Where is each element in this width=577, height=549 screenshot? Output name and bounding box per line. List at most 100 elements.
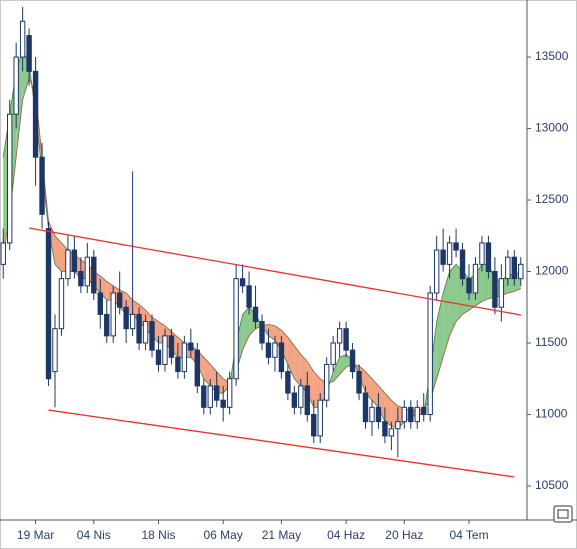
- y-tick-label: 11500: [535, 335, 568, 349]
- band-fill: [313, 371, 321, 408]
- candle-body: [45, 228, 52, 380]
- band-fill: [481, 264, 489, 302]
- candle-body: [32, 70, 39, 158]
- candle-body: [123, 306, 129, 330]
- candle-body: [252, 306, 259, 323]
- candle-body: [278, 342, 285, 373]
- candle-body: [201, 385, 207, 408]
- candle-body: [459, 249, 466, 280]
- candle-body: [498, 278, 505, 308]
- candle-body: [375, 406, 382, 423]
- candle-body: [291, 392, 298, 408]
- candle-body: [382, 421, 388, 437]
- candle-body: [58, 278, 65, 330]
- trend-line: [48, 409, 515, 478]
- band-fill: [449, 264, 457, 336]
- candle-body: [330, 342, 336, 365]
- candle-body: [323, 363, 330, 401]
- candle-body: [472, 263, 479, 294]
- band-fill: [54, 235, 62, 272]
- candle-body: [466, 278, 472, 294]
- candle-body: [168, 335, 175, 358]
- candle-body: [285, 371, 291, 394]
- candle-body: [356, 371, 362, 394]
- band-fill: [294, 345, 301, 386]
- trend-line: [28, 227, 521, 316]
- candle-body: [142, 321, 149, 344]
- candle-body: [298, 385, 304, 408]
- candle-body: [19, 20, 26, 58]
- band-fill: [371, 378, 379, 408]
- candle-body: [220, 399, 226, 408]
- candle-body: [110, 292, 116, 337]
- band-fill: [242, 307, 250, 351]
- candle-body: [259, 321, 265, 344]
- candle-body: [13, 56, 19, 115]
- candle-body: [401, 406, 408, 423]
- candle-body: [246, 285, 252, 308]
- x-tick-label: 04 Tem: [449, 528, 488, 542]
- icon-inner[interactable]: [557, 509, 569, 519]
- band-fill: [203, 357, 211, 386]
- candle-body: [362, 392, 369, 423]
- candle-body: [0, 242, 6, 265]
- candle-body: [97, 292, 103, 315]
- y-tick-label: 13500: [535, 49, 569, 63]
- candle-body: [311, 413, 317, 437]
- candle-body: [388, 428, 395, 437]
- candle-body: [78, 271, 84, 287]
- x-tick-label: 20 Haz: [385, 528, 423, 542]
- candle-body: [518, 263, 524, 280]
- candle-body: [304, 385, 310, 415]
- candle-body: [369, 406, 375, 423]
- candle-body: [265, 342, 272, 358]
- candle-body: [414, 406, 420, 423]
- candle-body: [149, 321, 155, 351]
- candle-body: [162, 335, 168, 365]
- band-fill: [281, 330, 288, 365]
- x-tick-label: 21 May: [262, 528, 301, 542]
- y-tick-label: 13000: [535, 121, 569, 135]
- x-tick-label: 06 May: [204, 528, 243, 542]
- candle-body: [427, 292, 433, 415]
- x-tick-label: 04 Haz: [327, 528, 365, 542]
- candle-body: [446, 242, 453, 265]
- band-fill: [384, 393, 392, 426]
- candle-body: [116, 292, 123, 308]
- candle-body: [440, 249, 446, 265]
- candle-body: [492, 271, 498, 308]
- candle-body: [207, 385, 213, 408]
- candle-body: [52, 328, 58, 373]
- candle-body: [408, 406, 414, 423]
- band-fill: [339, 354, 347, 375]
- band-fill: [268, 324, 275, 341]
- candle-body: [104, 313, 110, 337]
- candle-body: [421, 406, 427, 415]
- candle-body: [91, 256, 97, 294]
- candle-body: [71, 249, 78, 273]
- candle-body: [479, 242, 485, 265]
- candle-body: [155, 349, 162, 365]
- x-tick-label: 18 Nis: [141, 528, 175, 542]
- candle-body: [317, 399, 323, 437]
- candle-body: [233, 278, 239, 380]
- candle-body: [272, 342, 278, 358]
- band-fill: [287, 337, 295, 379]
- band-fill: [443, 271, 450, 358]
- candle-body: [181, 342, 188, 373]
- candle-body: [26, 35, 32, 72]
- candle-body: [194, 349, 201, 387]
- icon-box[interactable]: [553, 505, 573, 523]
- reset-icon[interactable]: [553, 505, 573, 523]
- band-fill: [436, 292, 444, 379]
- candle-body: [188, 342, 194, 351]
- candle-body: [336, 328, 343, 344]
- candle-body: [349, 349, 356, 373]
- band-fill: [378, 385, 385, 422]
- y-tick-label: 12000: [535, 264, 569, 278]
- candle-body: [84, 256, 91, 287]
- y-tick-label: 12500: [535, 192, 569, 206]
- candle-body: [485, 242, 492, 273]
